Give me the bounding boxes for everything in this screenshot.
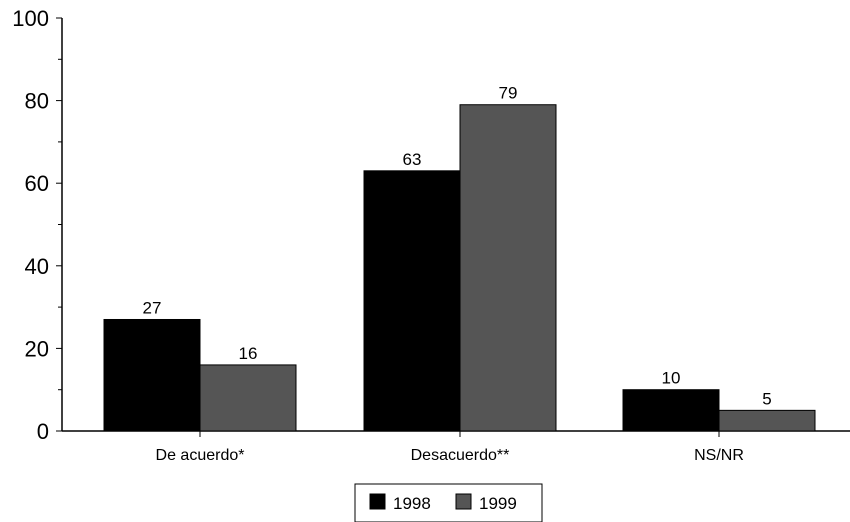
data-label: 63: [403, 150, 422, 169]
data-label: 10: [662, 369, 681, 388]
data-label: 16: [239, 344, 258, 363]
legend-swatch-1998: [369, 493, 386, 510]
legend: 1998 1999: [354, 483, 543, 522]
y-tick-label: 20: [25, 336, 49, 361]
legend-box: [354, 483, 543, 522]
bar-1999-2: [459, 104, 557, 432]
bar-1998-1: [103, 318, 201, 432]
bars: [103, 104, 816, 432]
y-tick-label: 0: [37, 419, 49, 444]
data-labels: 27 63 10 16 79 5: [143, 84, 772, 409]
y-tick-label: 40: [25, 254, 49, 279]
x-tick-label: Desacuerdo**: [411, 447, 510, 464]
legend-swatch-1999: [455, 493, 472, 510]
bar-1999-1: [199, 364, 297, 432]
bar-1998-3: [622, 389, 720, 432]
data-label: 27: [143, 298, 162, 317]
x-tick-label: NS/NR: [694, 447, 744, 464]
y-tick-label: 100: [12, 6, 49, 31]
bar-1998-2: [363, 170, 461, 432]
y-tick-label: 60: [25, 171, 49, 196]
y-ticks: 0 20 40 60 80 100: [12, 6, 62, 444]
legend-label: 1999: [479, 494, 517, 513]
y-tick-label: 80: [25, 89, 49, 114]
bar-1999-3: [718, 409, 816, 432]
legend-label: 1998: [393, 494, 431, 513]
x-tick-labels: De acuerdo* Desacuerdo** NS/NR: [156, 431, 744, 464]
data-label: 79: [499, 84, 518, 103]
x-tick-label: De acuerdo*: [156, 447, 245, 464]
data-label: 5: [762, 389, 771, 408]
